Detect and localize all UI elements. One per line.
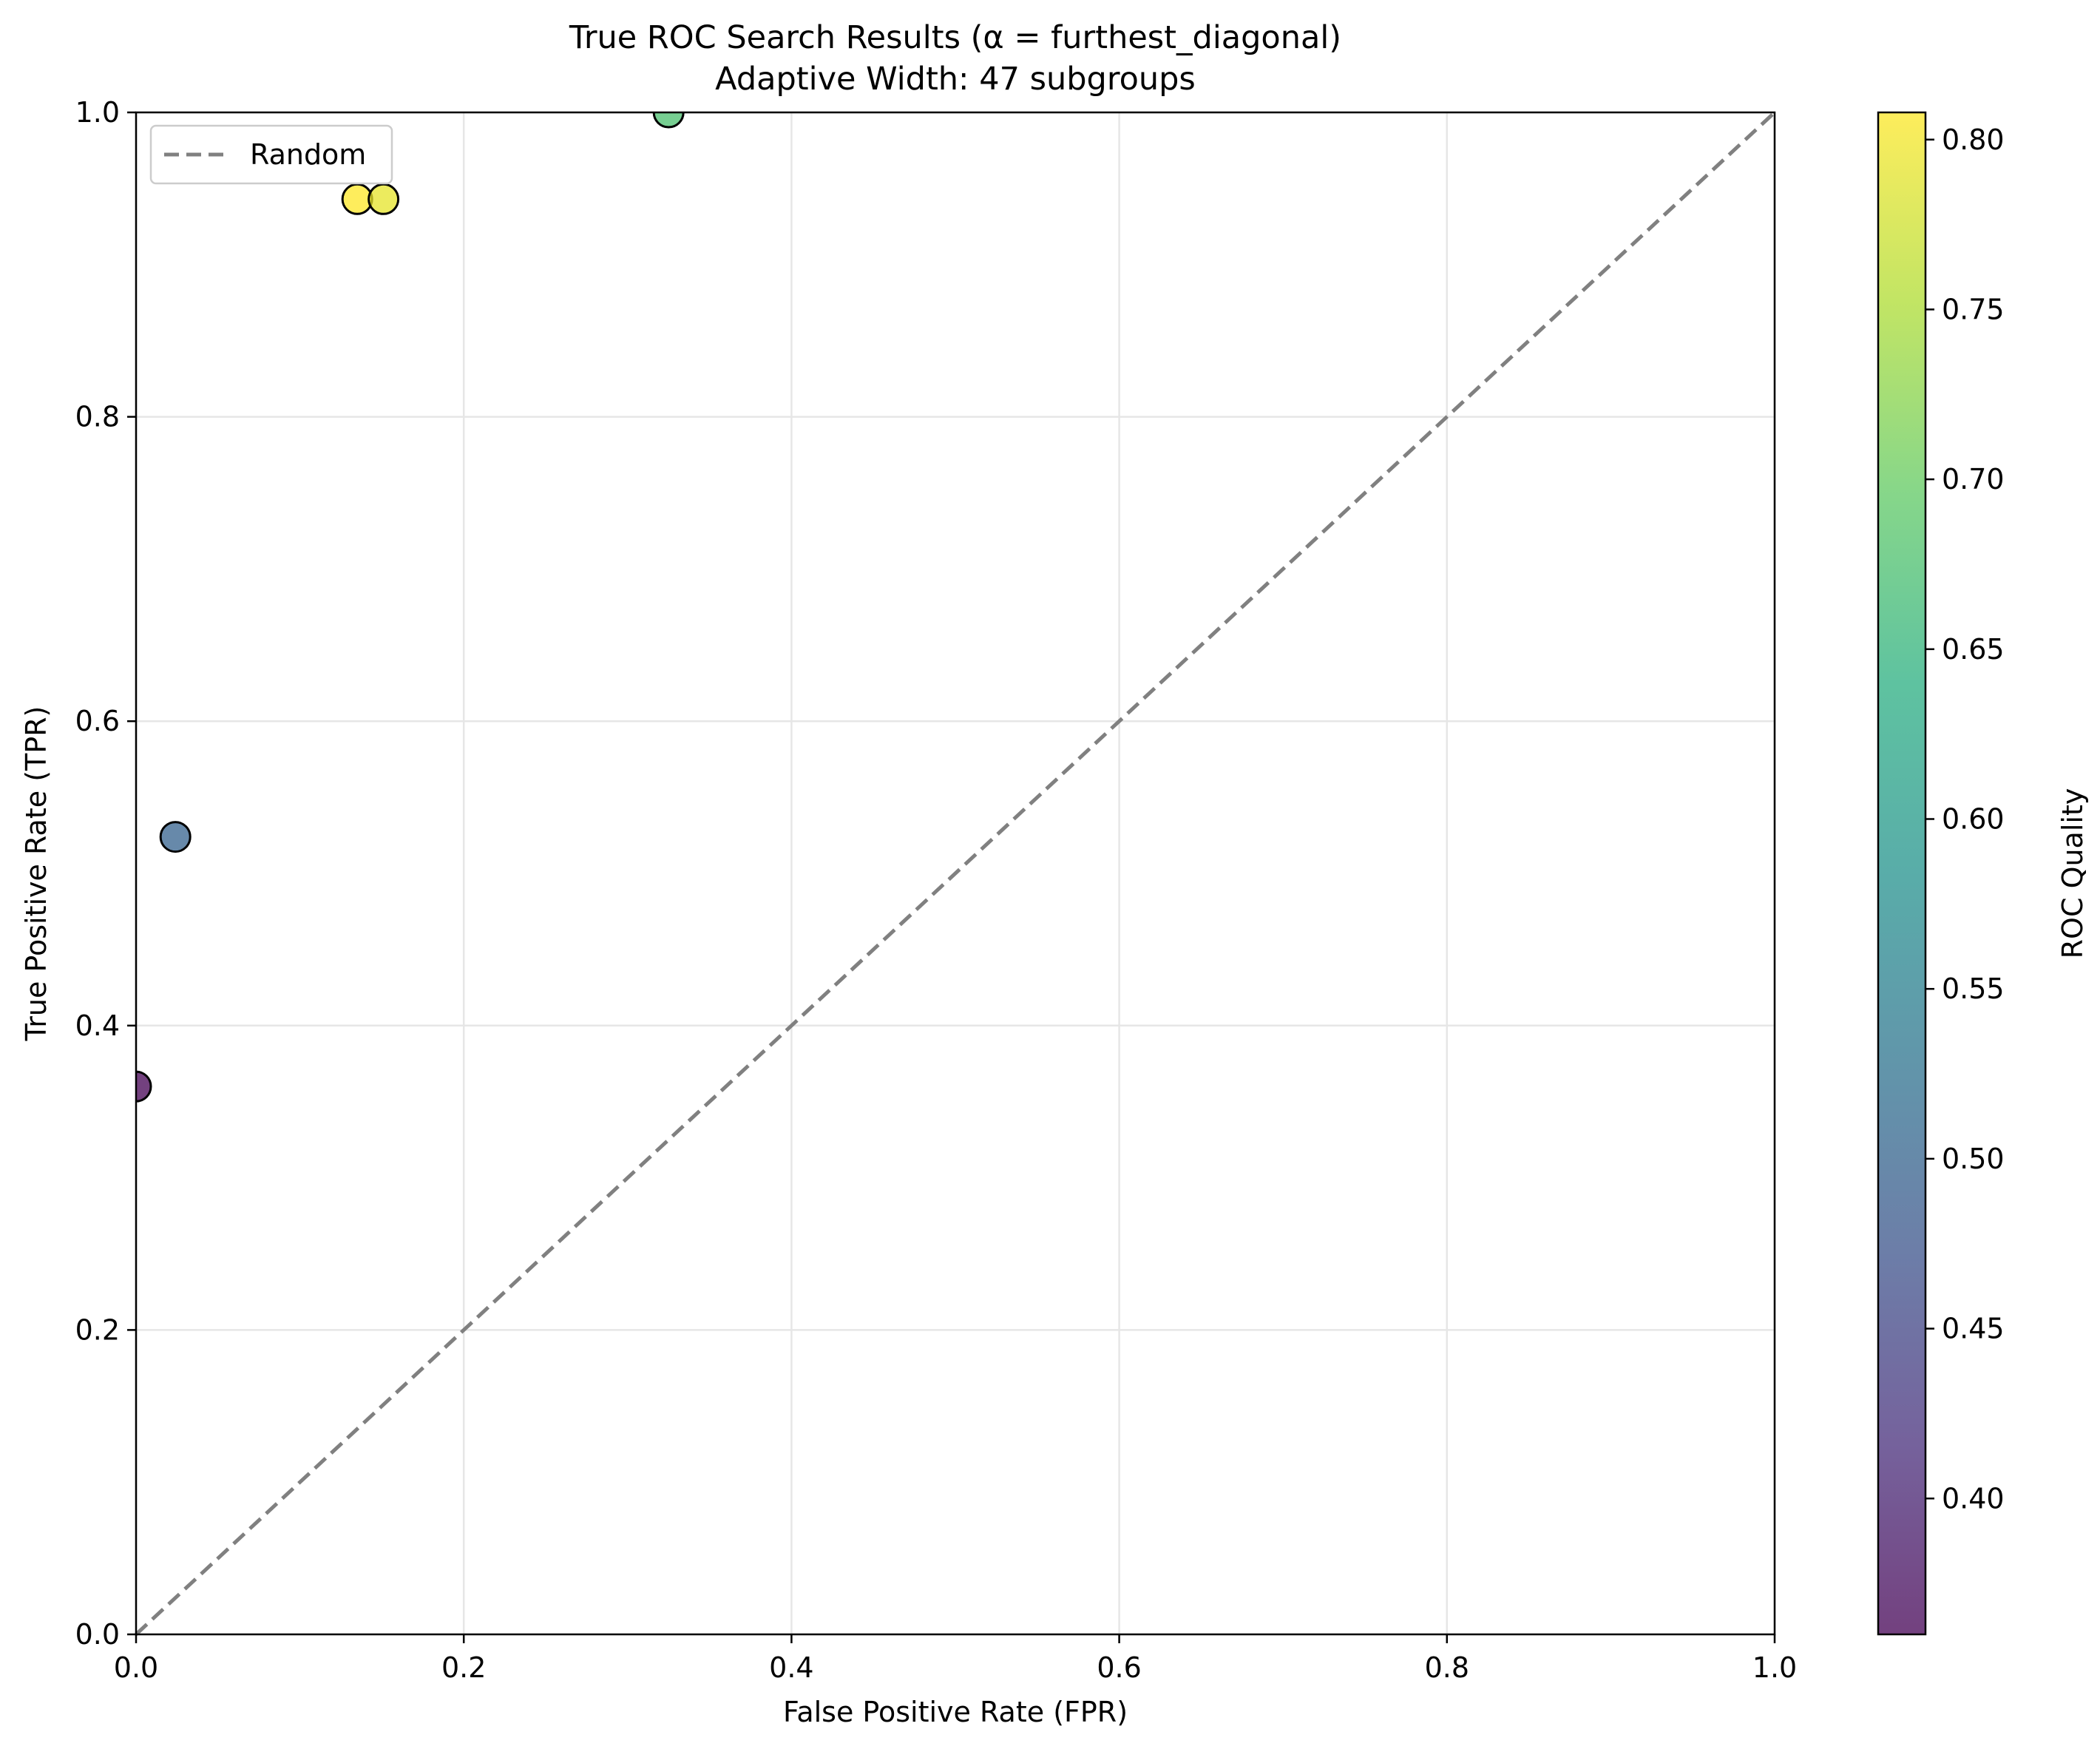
- y-axis-label: True Positive Rate (TPR): [20, 706, 52, 1042]
- colorbar: 0.40 0.45 0.50 0.55 0.60 0.65 0.70 0.75 0.80 ROC…: [1877, 111, 2089, 1636]
- scatter-points: [136, 112, 685, 1103]
- chart-title-line1: True ROC Search Results (α = furthest_di…: [569, 19, 1341, 56]
- y-tick-label: 0.0: [75, 1618, 120, 1651]
- colorbar-tick-label: 0.60: [1942, 803, 2005, 836]
- x-axis-ticks: 0.0 0.2 0.4 0.6 0.8 1.0: [114, 1634, 1797, 1684]
- y-tick-label: 0.6: [75, 705, 120, 737]
- x-tick-label: 0.8: [1425, 1651, 1469, 1684]
- colorbar-tick-label: 0.40: [1942, 1482, 2005, 1515]
- y-tick-label: 0.2: [75, 1313, 120, 1346]
- colorbar-tick-label: 0.70: [1942, 463, 2005, 495]
- legend: Random: [149, 124, 393, 185]
- plot-frame: [135, 111, 1776, 1636]
- colorbar-tick-label: 0.80: [1942, 124, 2005, 156]
- colorbar-tick-label: 0.45: [1942, 1313, 2005, 1345]
- colorbar-tick-label: 0.75: [1942, 293, 2005, 325]
- y-tick-label: 0.4: [75, 1009, 120, 1042]
- y-tick-label: 1.0: [75, 96, 120, 129]
- y-axis-ticks: 0.0 0.2 0.4 0.6 0.8 1.0: [75, 96, 136, 1651]
- scatter-point: [159, 821, 192, 853]
- scatter-point: [136, 1070, 152, 1103]
- x-axis-label: False Positive Rate (FPR): [783, 1696, 1128, 1728]
- colorbar-tick-label: 0.65: [1942, 633, 2005, 666]
- colorbar-tick-label: 0.50: [1942, 1143, 2005, 1175]
- colorbar-frame: [1877, 111, 1927, 1636]
- colorbar-gradient: [1878, 112, 1925, 1634]
- legend-box: [149, 124, 393, 185]
- colorbar-label: ROC Quality: [2056, 788, 2089, 959]
- colorbar-tick-label: 0.55: [1942, 972, 2005, 1005]
- colorbar-ticks: 0.40 0.45 0.50 0.55 0.60 0.65 0.70 0.75 0.80: [1925, 124, 2005, 1515]
- x-tick-label: 0.2: [441, 1651, 486, 1684]
- x-tick-label: 0.6: [1097, 1651, 1141, 1684]
- legend-label-random: Random: [250, 138, 366, 171]
- scatter-point: [368, 183, 400, 215]
- random-reference-line: [135, 111, 1776, 1636]
- x-tick-label: 1.0: [1752, 1651, 1797, 1684]
- y-tick-label: 0.8: [75, 401, 120, 433]
- x-tick-label: 0.4: [769, 1651, 813, 1684]
- scatter-point: [652, 112, 685, 129]
- x-tick-label: 0.0: [114, 1651, 158, 1684]
- chart-title-line2: Adaptive Width: 47 subgroups: [715, 61, 1196, 98]
